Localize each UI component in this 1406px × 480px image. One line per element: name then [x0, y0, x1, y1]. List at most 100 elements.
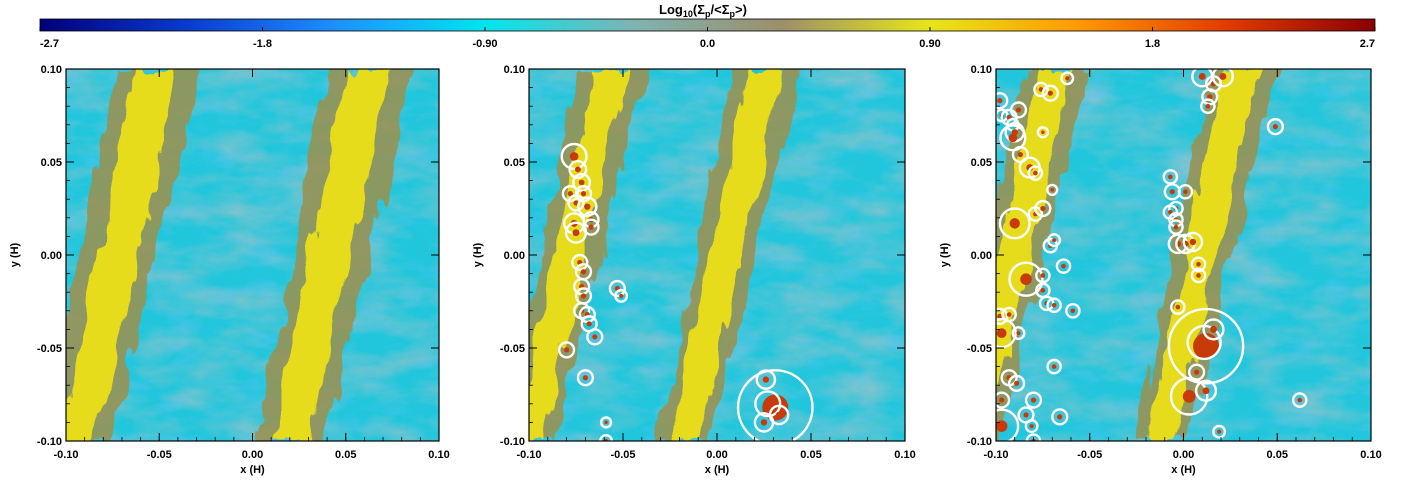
clump-core [1016, 331, 1021, 336]
clump-core [578, 179, 585, 186]
panel-middle: -0.10 -0.05 0.00 0.05 0.10 -0.10 -0.05 0.00 0.05… [472, 64, 916, 476]
clump-core [1061, 263, 1066, 269]
y-tick-label: 0.05 [41, 157, 62, 169]
clump-core [582, 375, 589, 381]
clump-marker [1033, 81, 1049, 98]
clump-marker [996, 317, 1017, 349]
y-tick-label: 0.00 [971, 250, 992, 262]
clump-marker [557, 341, 576, 359]
clump-core [1057, 414, 1063, 420]
filament [271, 69, 393, 441]
clump-core [1023, 412, 1029, 418]
axes: -0.10 -0.05 0.00 0.05 0.10 -0.10 -0.05 0.00 0.05… [37, 64, 450, 461]
clump-core [572, 229, 580, 237]
x-tick-label: 0.10 [428, 449, 449, 461]
colorbar-tick-label: -0.90 [472, 38, 497, 50]
y-axis-label: y (H) [9, 242, 21, 267]
clump-marker [582, 218, 600, 236]
colorbar-tick-label: -2.7 [40, 38, 59, 50]
clump-core [1041, 130, 1045, 134]
y-tick-label: 0.05 [504, 157, 525, 169]
x-tick-label: -0.10 [983, 449, 1008, 461]
y-tick-label: -0.10 [967, 436, 992, 448]
x-tick-label: -0.05 [610, 449, 635, 461]
clump-core [1040, 288, 1046, 293]
clump-marker [599, 416, 613, 429]
x-tick-label: 0.05 [1267, 449, 1288, 461]
panels: -0.10 -0.05 0.00 0.05 0.10 -0.10 -0.05 0.00 0.05… [9, 64, 1382, 476]
clump-marker [568, 159, 588, 179]
clump-core [580, 293, 587, 299]
y-tick-label: -0.05 [500, 343, 525, 355]
y-tick-label: 0.10 [504, 64, 525, 76]
clump-marker [1035, 267, 1051, 284]
clump-core [1040, 273, 1046, 278]
density-map [996, 69, 1371, 441]
clump-marker [736, 369, 814, 441]
clump-core [1173, 224, 1179, 230]
clump-core [1202, 387, 1210, 395]
clump-core [1051, 364, 1057, 369]
clump-core [619, 293, 624, 298]
clump-marker [572, 277, 591, 296]
density-map [66, 69, 439, 441]
clump-marker [1027, 165, 1044, 181]
colorbar-ticks: -2.7 -1.8 -0.90 0.0 0.90 1.8 2.7 [39, 27, 1376, 50]
clump-marker [567, 194, 585, 212]
clump-core [586, 321, 592, 327]
clump-marker [998, 207, 1031, 240]
filament [1146, 69, 1260, 441]
clump-core [1175, 304, 1181, 310]
clump-marker [614, 288, 629, 303]
clump-core [1017, 151, 1023, 158]
density-map [529, 69, 905, 441]
x-tick-label: -0.10 [53, 449, 78, 461]
y-tick-label: -0.10 [37, 436, 62, 448]
clump-marker [768, 404, 790, 426]
clump-marker [996, 307, 1009, 326]
clump-core [999, 397, 1005, 403]
clump-marker [561, 184, 580, 203]
clump-marker [1212, 424, 1227, 439]
y-tick-label: 0.05 [971, 157, 992, 169]
clump-core [569, 152, 579, 161]
clump-core [997, 98, 1003, 104]
clump-marker [999, 124, 1027, 152]
clump-core [563, 347, 570, 353]
clump-marker [1011, 326, 1026, 341]
clump-core [1189, 238, 1197, 246]
clump-marker [1190, 267, 1207, 284]
x-tick-label: 0.10 [1360, 449, 1381, 461]
clump-core [1169, 189, 1175, 195]
clump-core [1196, 273, 1201, 278]
x-tick-label: 0.00 [706, 449, 727, 461]
clump-marker [1168, 219, 1184, 235]
clump-core [1009, 218, 1020, 229]
clump-marker [1024, 419, 1039, 434]
x-tick-label: 0.05 [335, 449, 356, 461]
axes: -0.10 -0.05 0.00 0.05 0.10 -0.10 -0.05 0.00 0.05… [967, 64, 1382, 461]
colorbar-tick-label: 2.7 [1360, 38, 1375, 50]
clump-marker [996, 91, 1009, 110]
clump-marker [576, 196, 598, 217]
y-tick-label: -0.05 [967, 343, 992, 355]
clump-core [1033, 170, 1038, 176]
clump-core [997, 313, 1003, 319]
y-tick-label: 0.00 [41, 250, 62, 262]
x-tick-label: 0.05 [800, 449, 821, 461]
clump-core [1030, 397, 1037, 403]
clump-core [1183, 189, 1188, 195]
clump-core [1168, 174, 1173, 180]
clump-marker [1055, 258, 1072, 274]
clump-core [1198, 336, 1210, 349]
clump-core [762, 376, 770, 383]
y-tick-label: 0.00 [504, 250, 525, 262]
clump-core [1182, 390, 1196, 403]
clump-core [1047, 90, 1053, 96]
clump-core [574, 166, 581, 173]
clump-core [580, 269, 587, 275]
clump-core [1006, 312, 1012, 317]
clump-marker [1034, 199, 1052, 218]
y-axis-label: y (H) [472, 242, 484, 267]
x-tick-label: -0.05 [147, 449, 172, 461]
